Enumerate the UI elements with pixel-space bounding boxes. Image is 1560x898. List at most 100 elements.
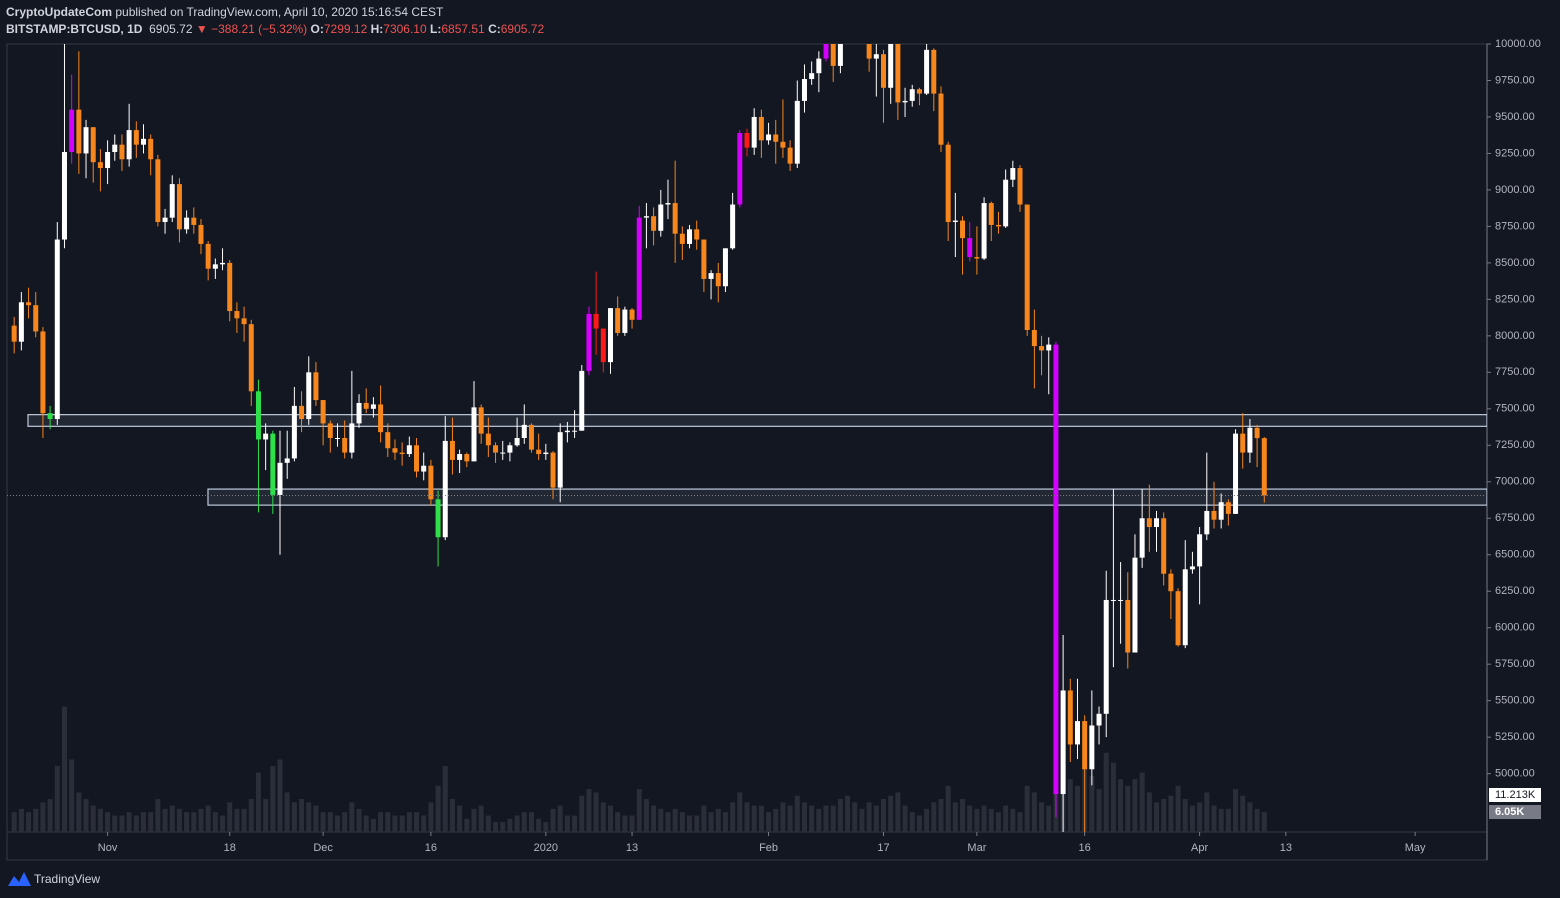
- candle-body: [342, 438, 348, 453]
- candle-body: [945, 144, 951, 223]
- candle-body: [758, 116, 764, 141]
- volume-bar: [1110, 762, 1116, 832]
- candle-body: [895, 44, 901, 103]
- volume-bar: [895, 792, 901, 832]
- volume-bar: [866, 802, 872, 832]
- candle-body: [435, 499, 441, 538]
- volume-bar: [155, 799, 161, 832]
- y-tick-label: 8000.00: [1495, 330, 1535, 342]
- candle-body: [507, 445, 513, 453]
- candle-body: [1139, 518, 1145, 558]
- candle-body: [284, 458, 290, 463]
- candle-body: [694, 229, 700, 240]
- volume-bar: [586, 789, 592, 832]
- volume-bar: [270, 766, 276, 832]
- volume-bar: [909, 812, 915, 832]
- candle-body: [514, 438, 520, 446]
- volume-bar: [679, 812, 685, 832]
- candle-body: [191, 217, 197, 225]
- candle-body: [1225, 502, 1231, 514]
- candle-body: [543, 452, 549, 455]
- candle-body: [313, 372, 319, 401]
- volume-bar: [406, 812, 412, 832]
- y-tick-label: 5000.00: [1495, 768, 1535, 780]
- volume-label: 6.05K: [1495, 806, 1524, 818]
- volume-bar: [198, 808, 204, 832]
- volume-bar: [945, 785, 951, 832]
- y-tick-label: 6000.00: [1495, 622, 1535, 634]
- y-tick-label: 8250.00: [1495, 293, 1535, 305]
- volume-bar: [543, 822, 549, 832]
- volume-bar: [773, 808, 779, 832]
- candle-body: [1168, 573, 1174, 592]
- volume-bar: [694, 815, 700, 832]
- candle-body: [363, 402, 369, 409]
- candle-body: [112, 144, 118, 152]
- volume-bar: [730, 802, 736, 832]
- candle-body: [40, 331, 46, 414]
- y-tick-label: 7000.00: [1495, 476, 1535, 488]
- volume-bar: [478, 805, 484, 832]
- volume-bar: [737, 792, 743, 832]
- candle-body: [536, 449, 542, 455]
- volume-bar: [421, 815, 427, 832]
- volume-bar: [952, 802, 958, 832]
- volume-bar: [385, 812, 391, 832]
- volume-bar: [600, 802, 606, 832]
- volume-bar: [11, 812, 17, 832]
- volume-bar: [780, 802, 786, 832]
- change-pct: (−5.32%): [258, 22, 308, 36]
- candle-body: [234, 311, 240, 319]
- candle-body: [1046, 344, 1052, 351]
- volume-bar: [241, 808, 247, 832]
- volume-bar: [1139, 772, 1145, 832]
- volume-bar: [924, 808, 930, 832]
- volume-bar: [816, 808, 822, 832]
- candle-body: [701, 239, 707, 279]
- volume-bar: [967, 805, 973, 832]
- volume-bar: [428, 802, 434, 832]
- x-tick-label: 2020: [534, 842, 558, 854]
- volume-bar: [636, 789, 642, 832]
- candle-body: [816, 58, 822, 74]
- y-tick-label: 8750.00: [1495, 220, 1535, 232]
- volume-bar: [378, 812, 384, 832]
- candle-body: [931, 49, 937, 94]
- open-value: 7299.12: [323, 22, 368, 36]
- volume-bar: [191, 812, 197, 832]
- volume-bar: [902, 805, 908, 832]
- candle-body: [26, 302, 32, 306]
- candle-body: [392, 448, 398, 453]
- candle-body: [69, 109, 75, 152]
- close-value: 6905.72: [500, 22, 545, 36]
- volume-bar: [313, 805, 319, 832]
- volume-bar: [809, 805, 815, 832]
- volume-bar: [356, 808, 362, 832]
- volume-bar: [363, 815, 369, 832]
- volume-bar: [801, 802, 807, 832]
- volume-bar: [126, 812, 132, 832]
- volume-bar: [392, 815, 398, 832]
- candle-body: [995, 224, 1001, 227]
- volume-bar: [557, 805, 563, 832]
- volume-bar: [536, 818, 542, 832]
- x-tick-label: Nov: [98, 842, 118, 854]
- candle-body: [1024, 204, 1030, 331]
- volume-bar: [1096, 789, 1102, 832]
- candle-body: [291, 405, 297, 459]
- x-tick-label: Mar: [967, 842, 986, 854]
- volume-bar: [859, 808, 865, 832]
- candle-body: [83, 127, 89, 154]
- open-label: O:: [310, 22, 324, 36]
- candle-body: [478, 407, 484, 434]
- volume-bar: [184, 812, 190, 832]
- volume-bar: [414, 812, 420, 832]
- candle-body: [837, 44, 843, 66]
- logo: [8, 872, 31, 886]
- y-tick-label: 7750.00: [1495, 366, 1535, 378]
- candle-body: [938, 93, 944, 145]
- candle-body: [184, 217, 190, 230]
- volume-bar: [701, 805, 707, 832]
- volume-bar: [1146, 792, 1152, 832]
